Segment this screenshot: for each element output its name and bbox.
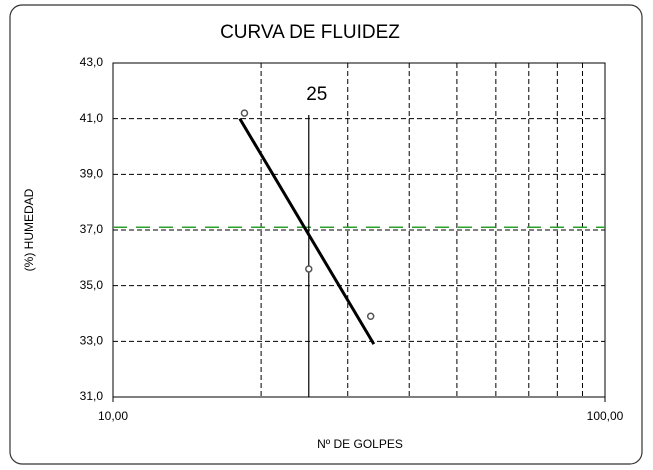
x-tick-label: 100,00 (587, 409, 624, 423)
x-axis-label: Nº DE GOLPES (317, 437, 403, 451)
y-axis-label: (%) HUMEDAD (22, 188, 36, 271)
y-tick-label: 43,0 (80, 55, 104, 69)
data-point (366, 312, 375, 321)
y-tick-label: 39,0 (80, 167, 104, 181)
chart-frame (9, 4, 643, 465)
data-point (305, 265, 313, 273)
data-point (240, 109, 249, 117)
chart-title: CURVA DE FLUIDEZ (220, 22, 400, 43)
reference-label: 25 (306, 84, 327, 105)
trendline (238, 117, 376, 345)
y-tick-label: 35,0 (80, 278, 104, 292)
plot-border (112, 62, 606, 398)
y-tick-label: 41,0 (80, 111, 104, 125)
x-tick-label: 10,00 (98, 409, 128, 423)
y-tick-label: 33,0 (80, 334, 104, 348)
y-tick-label: 37,0 (80, 222, 104, 236)
y-tick-label: 31,0 (80, 389, 104, 403)
